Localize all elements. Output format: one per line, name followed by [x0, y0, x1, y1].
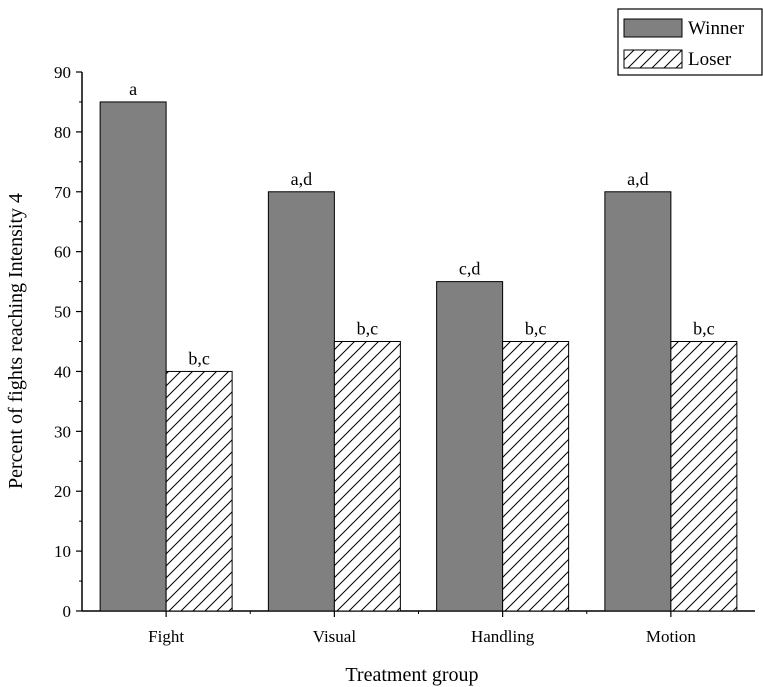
- bar-series: [99, 101, 738, 612]
- y-tick-label: 30: [54, 422, 71, 441]
- y-tick-label: 60: [54, 243, 71, 262]
- bar-winner-visual: [267, 191, 335, 612]
- bar-winner-fight: [99, 101, 167, 612]
- y-tick-label: 90: [54, 63, 71, 82]
- y-tick-label: 40: [54, 362, 71, 381]
- bar-annotation: c,d: [459, 259, 481, 279]
- legend-label-winner: Winner: [688, 18, 745, 39]
- y-tick-label: 70: [54, 183, 71, 202]
- bar-annotation: b,c: [693, 319, 715, 339]
- bar-loser-motion: [670, 341, 738, 612]
- x-tick-label: Motion: [646, 627, 697, 646]
- bar-annotation: b,c: [357, 319, 379, 339]
- y-tick-label: 50: [54, 303, 71, 322]
- y-axis-title: Percent of fights reaching Intensity 4: [5, 193, 27, 489]
- y-tick-label: 80: [54, 123, 71, 142]
- y-tick-label: 0: [63, 602, 72, 621]
- bar-loser-fight: [165, 370, 233, 612]
- legend: Winner Loser: [617, 8, 763, 76]
- bar-winner-handling: [436, 281, 504, 612]
- bar-loser-handling: [502, 341, 570, 612]
- y-tick-label: 10: [54, 542, 71, 561]
- x-tick-label: Fight: [148, 627, 184, 646]
- bar-annotation: a,d: [291, 169, 313, 189]
- bar-annotations: a b,c a,d b,c c,d b,c a,d b,c: [129, 79, 715, 369]
- bar-annotation: b,c: [188, 348, 210, 368]
- legend-swatch-loser: [623, 49, 683, 69]
- x-tick-label: Visual: [313, 627, 357, 646]
- bar-winner-motion: [604, 191, 672, 612]
- bar-annotation: a: [129, 79, 137, 99]
- x-axis-ticks: Fight Visual Handling Motion: [148, 611, 696, 646]
- bar-annotation: a,d: [627, 169, 649, 189]
- legend-label-loser: Loser: [688, 49, 732, 70]
- x-tick-label: Handling: [471, 627, 535, 646]
- x-axis-title: Treatment group: [345, 664, 478, 686]
- bar-annotation: b,c: [525, 319, 547, 339]
- bar-loser-visual: [333, 341, 401, 612]
- y-axis-ticks: 0 10 20 30 40 50 60 70 80 90: [54, 63, 82, 621]
- legend-swatch-winner: [623, 18, 683, 38]
- y-tick-label: 20: [54, 482, 71, 501]
